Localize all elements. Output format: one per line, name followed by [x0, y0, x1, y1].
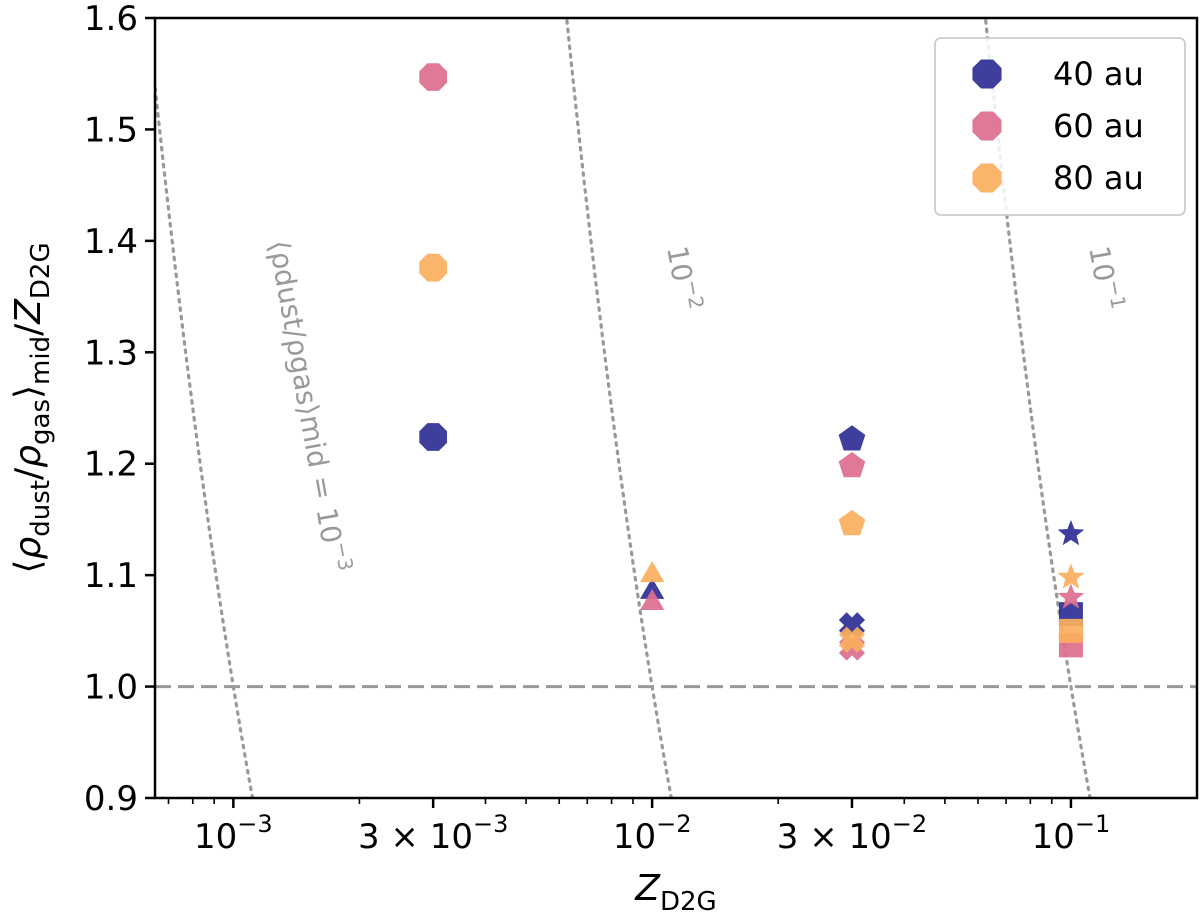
data-point — [838, 626, 866, 653]
contour-label-3: 10−1 — [1082, 242, 1131, 313]
contour-label-1: ⟨ρdust/ρgas⟩mid = 10−3 — [262, 237, 358, 575]
y-tick-label: 1.4 — [84, 222, 138, 262]
data-point — [838, 509, 866, 536]
contour-line-1 — [155, 71, 255, 798]
y-tick-label: 1.2 — [84, 445, 138, 485]
legend-marker — [972, 163, 1002, 193]
legend-marker — [972, 59, 1002, 89]
data-point — [640, 577, 665, 599]
x-tick-label: 10−3 — [194, 810, 273, 857]
data-point — [1057, 583, 1085, 609]
y-tick-label: 1.1 — [84, 556, 138, 596]
legend-marker — [972, 111, 1002, 141]
legend: 40 au 60 au 80 au — [934, 37, 1186, 216]
y-tick-label: 0.9 — [84, 779, 138, 819]
data-points — [419, 63, 1085, 661]
data-point — [419, 423, 448, 451]
x-tick-label: 10−2 — [613, 810, 692, 857]
data-point — [1058, 618, 1083, 643]
axes-frame — [153, 16, 1199, 800]
data-point — [640, 561, 665, 583]
data-point — [838, 425, 866, 451]
legend-label: 40 au — [1053, 55, 1144, 93]
data-point — [1057, 563, 1085, 589]
y-axis-title: ⟨ρdust/ρgas⟩mid/ZD2G — [8, 242, 56, 573]
y-tick-label: 1.0 — [84, 668, 138, 708]
x-axis-title: ZD2G — [634, 868, 716, 916]
legend-label: 60 au — [1053, 107, 1144, 145]
y-tick-label: 1.5 — [84, 110, 138, 150]
data-point — [419, 63, 448, 91]
x-tick-label: 3 × 10−3 — [358, 810, 508, 857]
series-80-au — [419, 253, 1085, 653]
data-point — [640, 589, 665, 610]
axes: 0.9 1.0 1.1 1.2 1.3 1.4 1.5 1.6 10−3 3 × 10−3 10−2… — [8, 0, 1199, 917]
data-point — [1057, 519, 1085, 546]
y-tick-label: 1.6 — [84, 0, 138, 39]
x-tick-label: 10−1 — [1032, 810, 1111, 857]
series-40-au — [419, 423, 1085, 639]
contour-line-2 — [565, 18, 673, 798]
data-point — [419, 253, 448, 282]
data-point — [838, 451, 866, 478]
contour-label-2: 10−2 — [660, 242, 709, 313]
x-tick-label: 3 × 10−2 — [777, 810, 927, 857]
y-tick-label: 1.3 — [84, 333, 138, 373]
legend-label: 80 au — [1053, 159, 1144, 197]
